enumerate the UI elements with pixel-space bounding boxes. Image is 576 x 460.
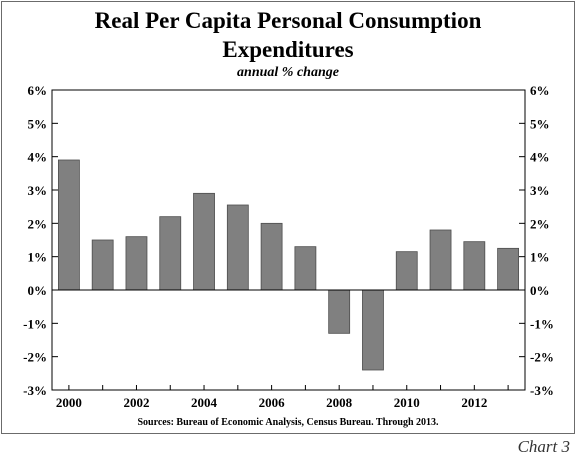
- bar-2002: [125, 236, 148, 291]
- chart-title-line-1: Real Per Capita Personal Consumption: [94, 8, 482, 33]
- x-axis: 2000 2002 2004 2006 2008 2010 2012: [56, 385, 509, 410]
- y-axis-right: -3% -2% -1% 0% 1% 2% 3% 4% 5% 6%: [519, 83, 554, 398]
- chart-number-label: Chart 3: [517, 437, 570, 456]
- y-tick-label-right: 1%: [530, 250, 550, 265]
- source-note: Sources: Bureau of Economic Analysis, Ce…: [137, 417, 439, 428]
- y-tick-label-left: -2%: [23, 350, 47, 365]
- bar-2013: [497, 247, 520, 291]
- x-tick-label: 2000: [56, 395, 82, 410]
- y-tick-label-right: 6%: [530, 83, 550, 98]
- chart-subtitle: annual % change: [237, 65, 339, 80]
- bar-2001: [91, 239, 114, 291]
- y-tick-label-left: 6%: [28, 83, 48, 98]
- plot-area: [51, 89, 526, 391]
- y-axis-left: -3% -2% -1% 0% 1% 2% 3% 4% 5% 6%: [23, 83, 58, 398]
- y-tick-label-right: 0%: [530, 283, 550, 298]
- y-tick-label-left: 0%: [28, 283, 48, 298]
- bar-2005: [226, 204, 249, 291]
- bar-2003: [159, 216, 182, 291]
- x-tick-label: 2012: [461, 395, 487, 410]
- y-tick-label-right: -3%: [530, 383, 554, 398]
- y-tick-label-left: 3%: [28, 183, 48, 198]
- chart-frame: [1, 1, 575, 434]
- y-tick-label-left: -1%: [23, 316, 47, 331]
- y-tick-label-left: 5%: [28, 116, 48, 131]
- y-tick-label-right: 4%: [530, 150, 550, 165]
- y-tick-label-left: -3%: [23, 383, 47, 398]
- x-tick-label: 2006: [259, 395, 286, 410]
- y-tick-label-right: 5%: [530, 116, 550, 131]
- x-tick-label: 2004: [191, 395, 218, 410]
- bar-2010: [395, 251, 418, 291]
- bar-2009: [362, 289, 384, 371]
- y-tick-label-right: 2%: [530, 216, 550, 231]
- x-tick-label: 2002: [123, 395, 149, 410]
- bar-2000: [57, 159, 80, 291]
- bar-2012: [463, 241, 486, 291]
- y-tick-label-left: 1%: [28, 250, 48, 265]
- bar-series: [57, 159, 520, 371]
- bar-2008: [328, 289, 351, 334]
- y-tick-label-right: -1%: [530, 316, 554, 331]
- y-tick-label-right: 3%: [530, 183, 550, 198]
- x-tick-label: 2008: [326, 395, 353, 410]
- y-tick-label-left: 4%: [28, 150, 48, 165]
- x-tick-label: 2010: [394, 395, 420, 410]
- bar-2007: [294, 246, 317, 291]
- chart-title-line-2: Expenditures: [222, 37, 354, 62]
- bar-2011: [429, 229, 452, 291]
- y-tick-label-left: 2%: [28, 216, 48, 231]
- bar-2006: [260, 222, 283, 291]
- y-tick-label-right: -2%: [530, 350, 554, 365]
- bar-2004: [193, 192, 215, 291]
